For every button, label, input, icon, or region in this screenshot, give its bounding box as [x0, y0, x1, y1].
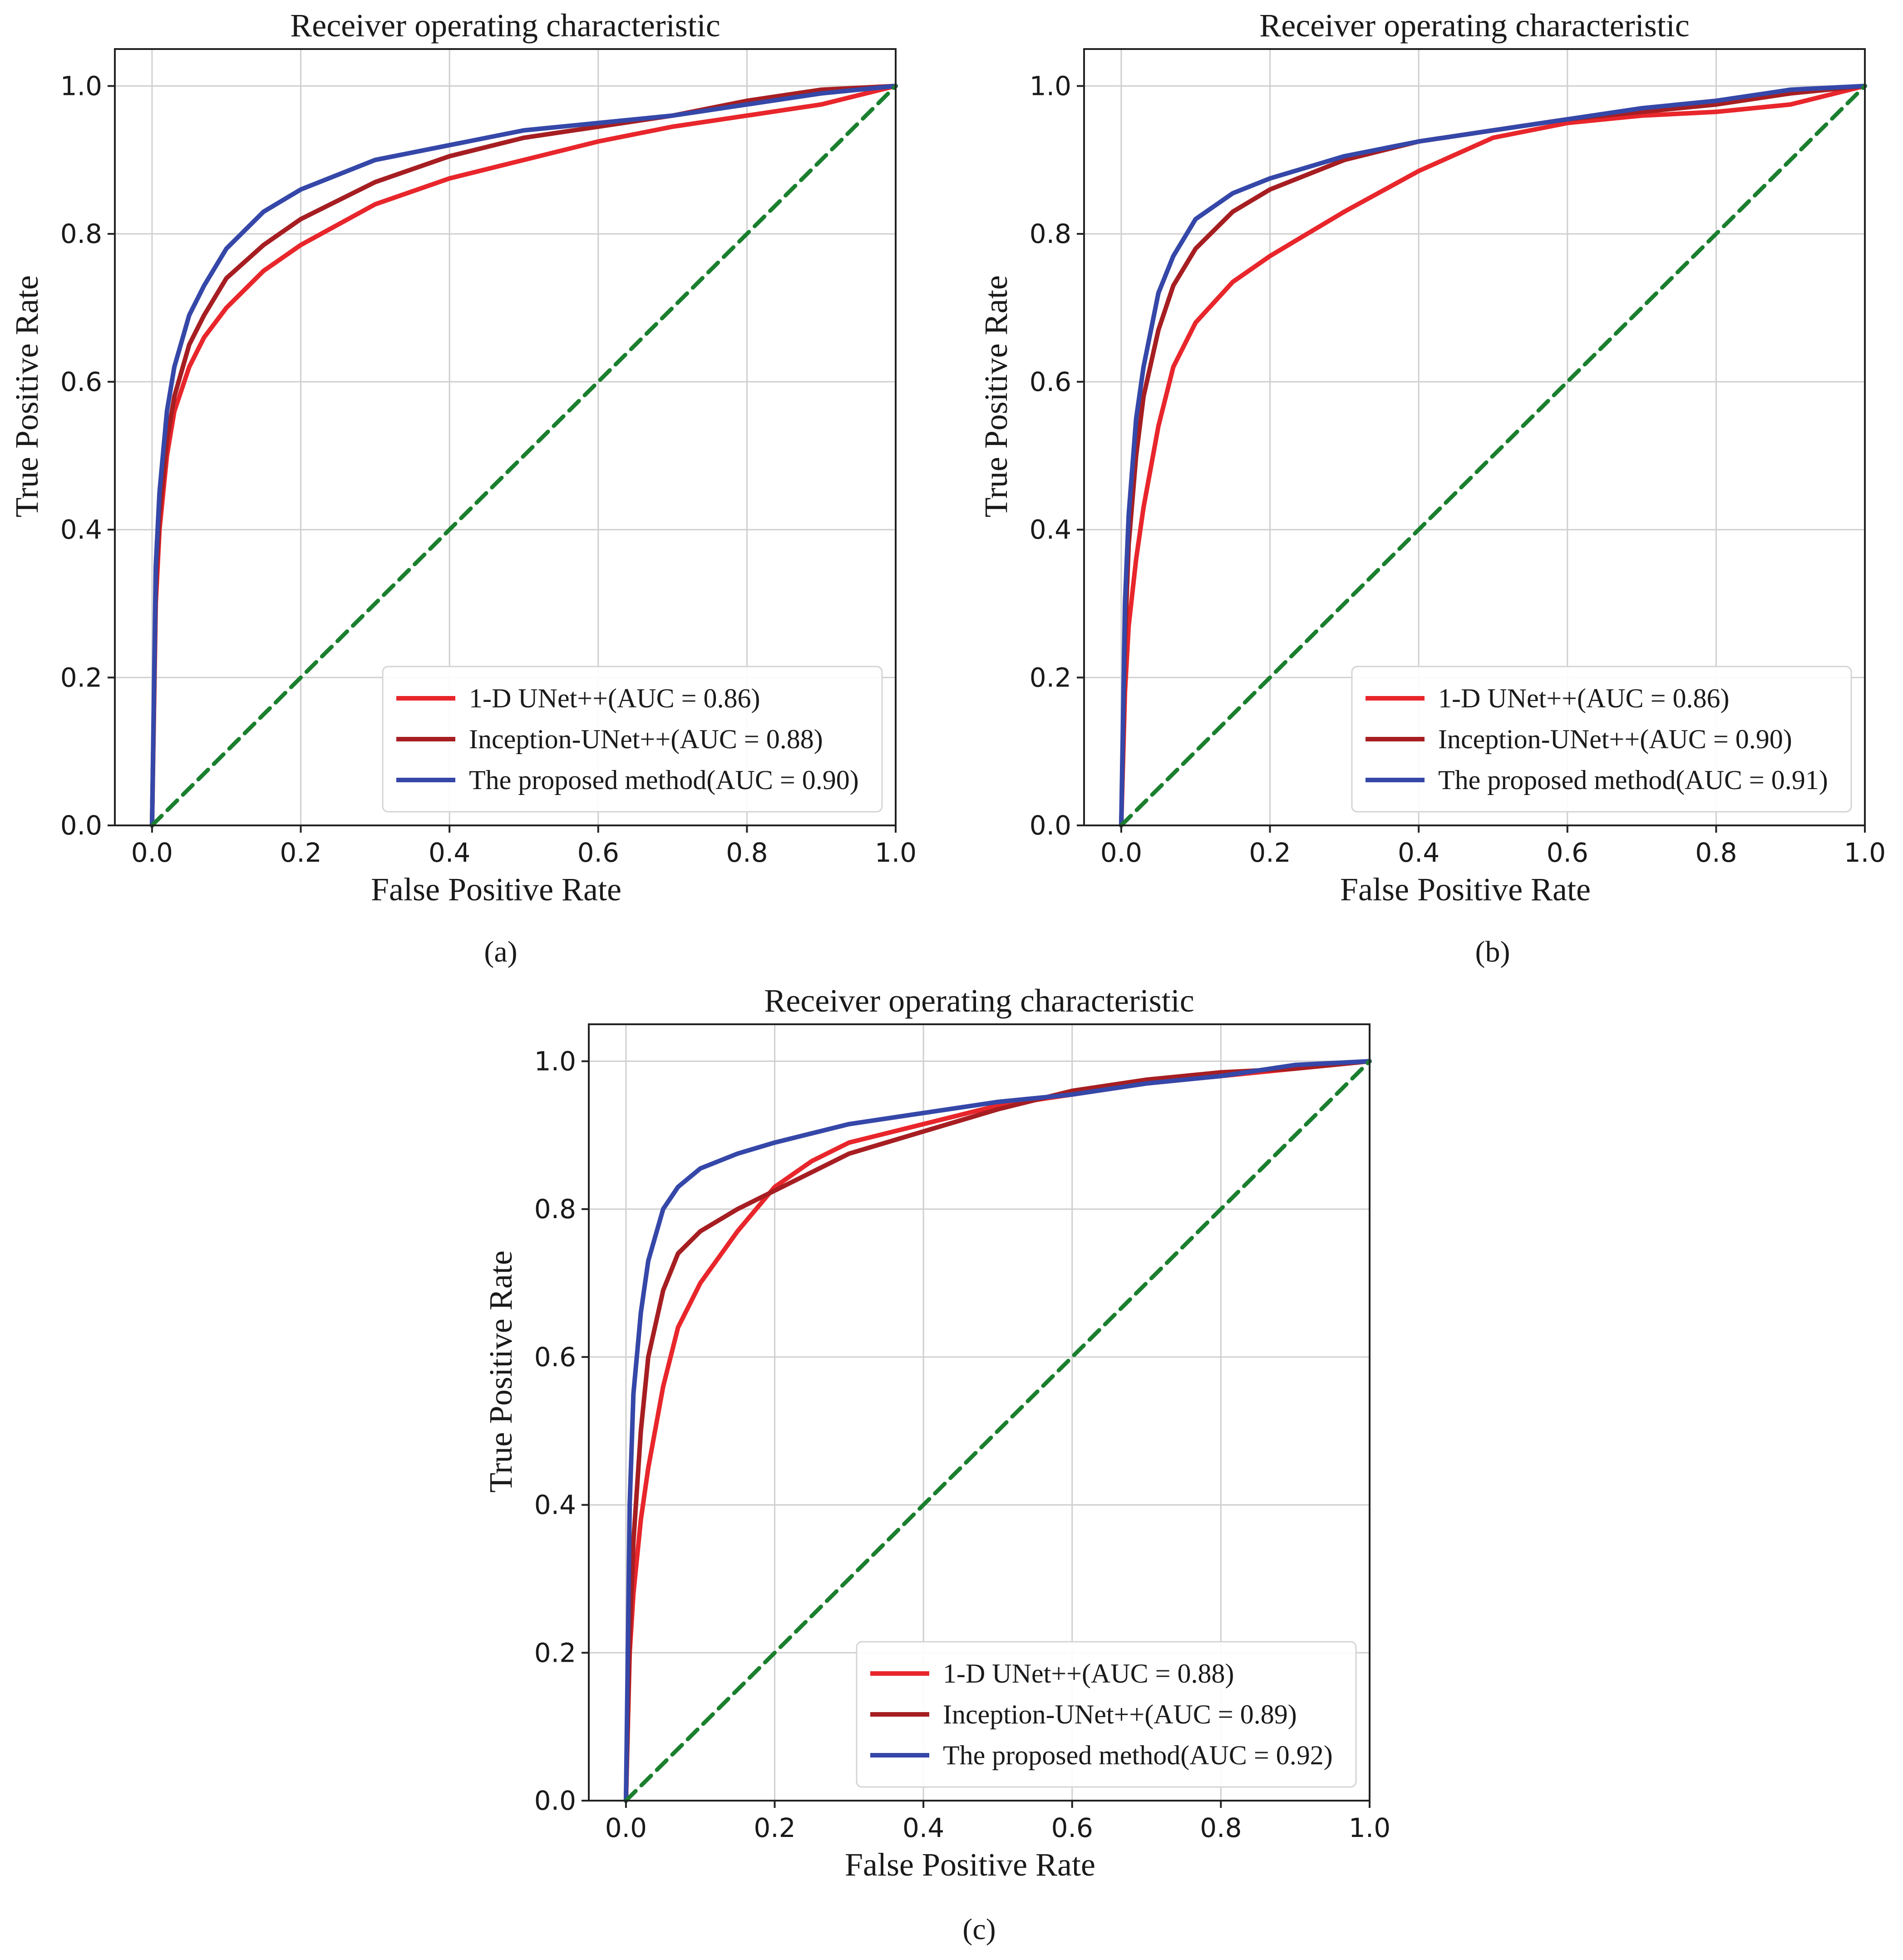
legend-label: Inception-UNet++(AUC = 0.88) — [469, 724, 823, 754]
legend-box — [1351, 666, 1852, 813]
plot-frame — [588, 1023, 1371, 1802]
x-axis-label: False Positive Rate — [845, 1846, 1095, 1883]
x-tick-label: 0.0 — [131, 837, 173, 868]
y-axis-label: True Positive Rate — [483, 1250, 519, 1492]
legend: 1-D UNet++(AUC = 0.86) Inception-UNet++(A… — [382, 666, 883, 813]
legend: 1-D UNet++(AUC = 0.88) Inception-UNet++(A… — [856, 1641, 1357, 1788]
legend-label: The proposed method(AUC = 0.92) — [943, 1740, 1333, 1770]
y-tick-label: 0.8 — [534, 1194, 576, 1224]
y-tick-label: 0.0 — [1030, 810, 1071, 841]
y-tick-label: 1.0 — [534, 1046, 576, 1076]
y-tick-label: 0.6 — [534, 1342, 576, 1372]
y-tick-label: 0.0 — [534, 1785, 576, 1816]
legend-label: 1-D UNet++(AUC = 0.88) — [943, 1659, 1234, 1688]
legend-label: Inception-UNet++(AUC = 0.90) — [1438, 724, 1792, 754]
y-tick-label: 0.2 — [534, 1637, 576, 1668]
chance-diagonal-line — [150, 84, 898, 828]
x-tick-label: 1.0 — [1349, 1812, 1390, 1843]
roc-chart-c: Receiver operating characteristic (c) 0.… — [483, 982, 1390, 1946]
series-line-3 — [1119, 84, 1867, 828]
series-line-1 — [1119, 84, 1867, 828]
legend-label: The proposed method(AUC = 0.90) — [469, 765, 859, 795]
x-tick-label: 0.4 — [902, 1812, 944, 1843]
x-tick-label: 0.4 — [1398, 837, 1440, 868]
x-tick-label: 0.2 — [1249, 837, 1291, 868]
y-tick-label: 0.6 — [60, 366, 102, 397]
y-tick-label: 1.0 — [1030, 70, 1071, 101]
y-tick-label: 1.0 — [60, 70, 102, 101]
chart-title: Receiver operating characteristic — [290, 7, 720, 44]
chart-title: Receiver operating characteristic — [764, 982, 1194, 1019]
x-tick-label: 0.6 — [1547, 837, 1588, 868]
y-axis-label: True Positive Rate — [9, 275, 45, 517]
y-tick-label: 0.8 — [60, 218, 102, 249]
x-tick-label: 0.2 — [280, 837, 321, 868]
legend-box — [856, 1641, 1357, 1788]
series-line-3 — [623, 1059, 1372, 1803]
chart-caption: (c) — [962, 1913, 996, 1946]
x-tick-label: 0.4 — [429, 837, 470, 868]
x-tick-label: 0.0 — [1100, 837, 1142, 868]
y-axis-label: True Positive Rate — [978, 275, 1014, 517]
x-tick-label: 1.0 — [1844, 837, 1886, 868]
plot-frame — [1083, 48, 1866, 826]
chance-diagonal-line — [1119, 84, 1867, 828]
x-tick-label: 0.6 — [577, 837, 619, 868]
x-tick-label: 0.0 — [605, 1812, 647, 1843]
x-tick-label: 1.0 — [875, 837, 917, 868]
x-tick-label: 0.8 — [726, 837, 768, 868]
chart-caption: (b) — [1475, 935, 1510, 968]
x-tick-label: 0.6 — [1051, 1812, 1093, 1843]
y-tick-label: 0.2 — [1030, 662, 1071, 693]
x-tick-label: 0.8 — [1695, 837, 1737, 868]
series-line-3 — [149, 84, 898, 828]
chart-caption: (a) — [484, 935, 517, 968]
y-tick-label: 0.4 — [60, 514, 102, 545]
x-axis-label: False Positive Rate — [371, 871, 621, 908]
legend-box — [382, 666, 883, 813]
legend-label: Inception-UNet++(AUC = 0.89) — [943, 1699, 1297, 1729]
legend: 1-D UNet++(AUC = 0.86) Inception-UNet++(A… — [1351, 666, 1852, 813]
series-line-2 — [623, 1059, 1372, 1803]
x-tick-label: 0.8 — [1200, 1812, 1242, 1843]
plot-frame — [114, 48, 897, 826]
legend-label: 1-D UNet++(AUC = 0.86) — [1438, 683, 1729, 713]
roc-chart-b: Receiver operating characteristic (b) 0.… — [978, 7, 1886, 968]
legend-label: 1-D UNet++(AUC = 0.86) — [469, 683, 760, 713]
y-tick-label: 0.4 — [534, 1490, 576, 1521]
y-tick-label: 0.8 — [1030, 218, 1071, 249]
x-tick-label: 0.2 — [754, 1812, 795, 1843]
series-line-2 — [1119, 84, 1867, 828]
y-tick-label: 0.4 — [1030, 514, 1071, 545]
y-tick-label: 0.6 — [1030, 366, 1071, 397]
y-tick-label: 0.2 — [60, 662, 102, 693]
y-tick-label: 0.0 — [60, 810, 102, 841]
chart-title: Receiver operating characteristic — [1259, 7, 1689, 44]
chance-diagonal-line — [624, 1059, 1372, 1803]
x-axis-label: False Positive Rate — [1340, 871, 1591, 908]
roc-chart-a: Receiver operating characteristic (a) 0.… — [9, 7, 917, 968]
legend-label: The proposed method(AUC = 0.91) — [1438, 765, 1828, 795]
